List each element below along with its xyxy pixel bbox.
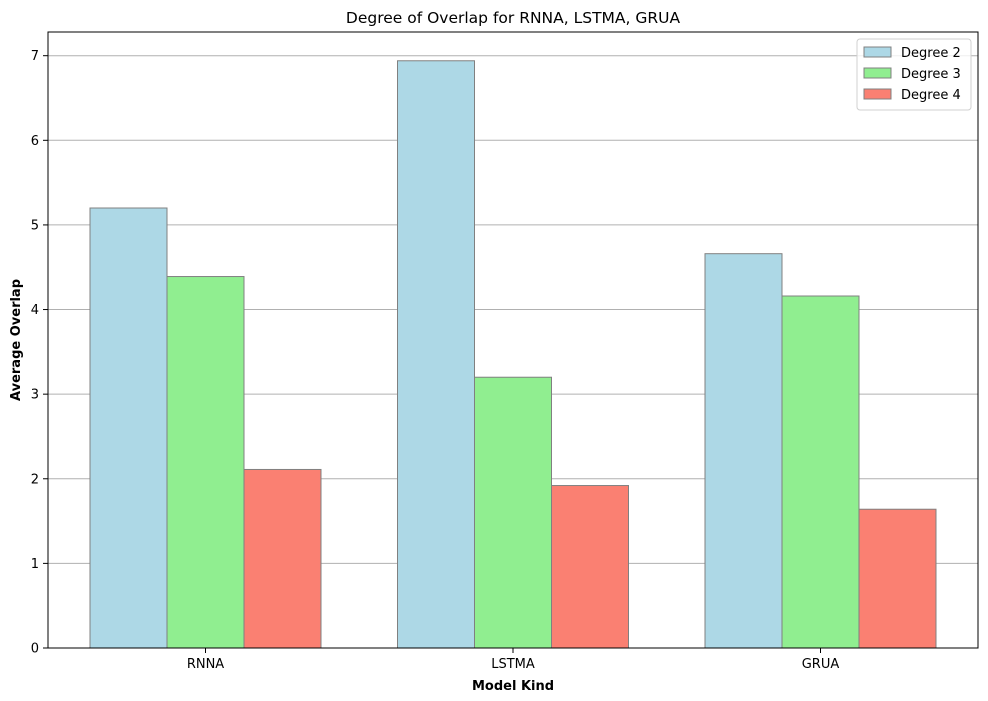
x-axis-ticks: RNNA LSTMA GRUA [187, 648, 840, 672]
y-axis-ticks: 0 1 2 3 4 5 6 7 [31, 49, 48, 657]
legend-label: Degree 3 [901, 67, 961, 82]
bar-lstma-degree-3 [474, 376, 552, 649]
bar-rnna-degree-3 [166, 276, 245, 649]
bar-lstma-degree-2 [397, 60, 475, 649]
x-tick-label: GRUA [802, 657, 840, 672]
legend-swatch [863, 67, 892, 79]
y-tick-label: 2 [31, 472, 39, 487]
x-tick-label: RNNA [187, 657, 224, 672]
y-tick-label: 4 [31, 303, 39, 318]
y-tick-label: 5 [31, 218, 39, 233]
bar-rnna-degree-2 [89, 207, 168, 649]
bar-grua-degree-3 [781, 295, 860, 649]
y-axis-label: Average Overlap [9, 279, 24, 401]
bar-grua-degree-4 [858, 508, 937, 649]
legend-label: Degree 4 [901, 88, 961, 103]
bar-lstma-degree-4 [551, 485, 629, 649]
x-tick-label: LSTMA [491, 657, 535, 672]
y-tick-label: 3 [31, 388, 39, 403]
chart-title: Degree of Overlap for RNNA, LSTMA, GRUA [346, 9, 681, 27]
legend: Degree 2 Degree 3 Degree 4 [856, 38, 972, 111]
y-tick-label: 0 [31, 642, 39, 657]
bars [89, 60, 937, 649]
bar-grua-degree-2 [704, 253, 783, 649]
y-tick-label: 6 [31, 134, 39, 149]
y-tick-label: 1 [31, 557, 39, 572]
legend-swatch [863, 88, 892, 100]
x-axis-label: Model Kind [472, 679, 554, 694]
bar-rnna-degree-4 [243, 468, 322, 649]
legend-swatch [863, 46, 892, 58]
legend-label: Degree 2 [901, 46, 961, 61]
y-tick-label: 7 [31, 49, 39, 64]
